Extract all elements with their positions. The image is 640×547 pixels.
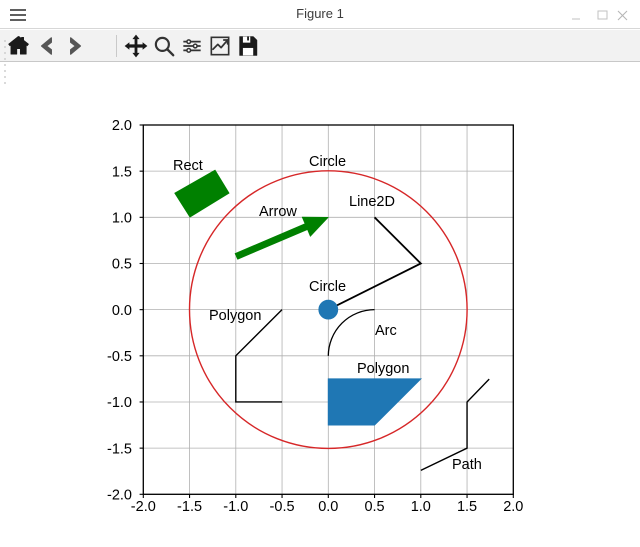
svg-text:2.0: 2.0: [503, 499, 523, 515]
svg-text:2.0: 2.0: [112, 118, 132, 134]
svg-text:-1.0: -1.0: [107, 395, 132, 411]
svg-text:1.0: 1.0: [411, 499, 431, 515]
svg-text:-1.5: -1.5: [177, 499, 202, 515]
svg-text:Polygon: Polygon: [209, 308, 261, 324]
svg-text:1.5: 1.5: [457, 499, 477, 515]
svg-text:Arrow: Arrow: [259, 204, 297, 220]
svg-text:Path: Path: [452, 457, 482, 473]
svg-text:0.5: 0.5: [112, 257, 132, 273]
svg-text:-0.5: -0.5: [270, 499, 295, 515]
svg-text:-1.5: -1.5: [107, 441, 132, 457]
svg-text:Arc: Arc: [375, 323, 397, 339]
svg-text:0.0: 0.0: [318, 499, 338, 515]
svg-text:0.5: 0.5: [364, 499, 384, 515]
svg-text:Line2D: Line2D: [349, 194, 395, 210]
svg-text:0.0: 0.0: [112, 303, 132, 319]
svg-text:1.0: 1.0: [112, 211, 132, 227]
svg-text:1.5: 1.5: [112, 164, 132, 180]
svg-text:-2.0: -2.0: [107, 488, 132, 504]
svg-text:Polygon: Polygon: [357, 361, 409, 377]
svg-text:Circle: Circle: [309, 154, 346, 170]
svg-text:Circle: Circle: [309, 279, 346, 295]
svg-text:-2.0: -2.0: [131, 499, 156, 515]
svg-text:Rect: Rect: [173, 158, 203, 174]
svg-text:-0.5: -0.5: [107, 349, 132, 365]
svg-text:-1.0: -1.0: [223, 499, 248, 515]
